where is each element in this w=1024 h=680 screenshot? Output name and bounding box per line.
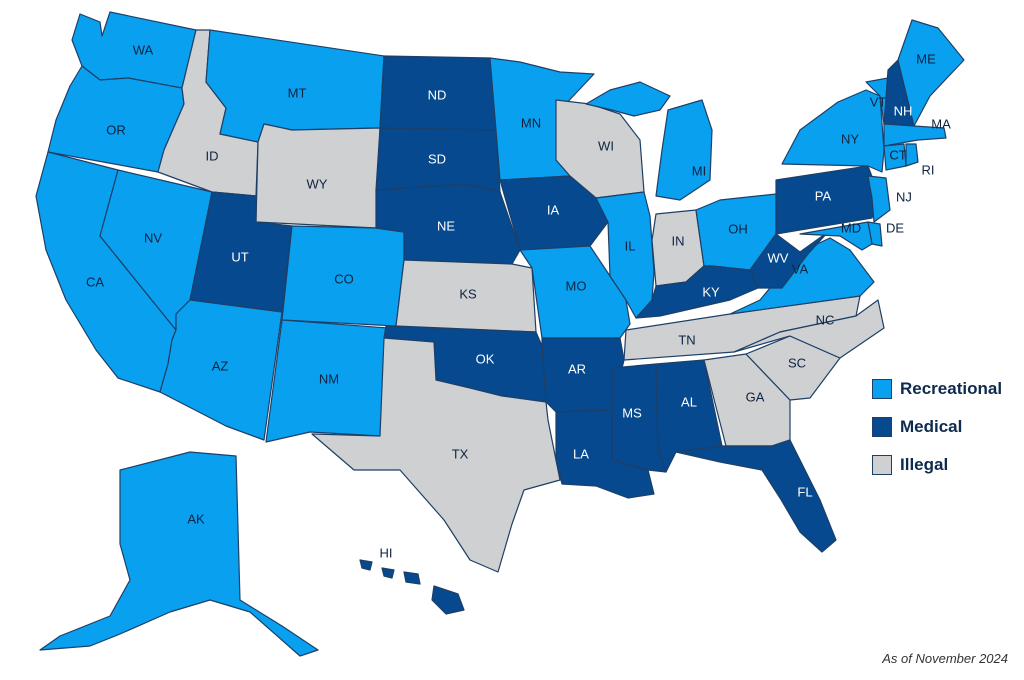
state-label-al: AL xyxy=(681,394,697,409)
state-ri xyxy=(905,143,919,167)
legend: Recreational Medical Illegal xyxy=(872,376,1002,490)
legend-item-recreational: Recreational xyxy=(872,376,1002,402)
state-md xyxy=(799,221,873,251)
state-label-tx: TX xyxy=(452,446,469,461)
legend-label-illegal: Illegal xyxy=(900,455,949,474)
state-label-ms: MS xyxy=(622,405,642,420)
state-label-in: IN xyxy=(672,233,685,248)
state-label-ar: AR xyxy=(568,361,586,376)
state-label-vt: VT xyxy=(870,94,887,109)
state-label-ca: CA xyxy=(86,274,104,289)
state-label-mo: MO xyxy=(566,278,587,293)
state-label-wy: WY xyxy=(307,176,328,191)
legend-swatch-illegal xyxy=(872,455,892,475)
state-label-nv: NV xyxy=(144,230,162,245)
state-label-mn: MN xyxy=(521,115,541,130)
state-label-ky: KY xyxy=(702,284,720,299)
state-label-wi: WI xyxy=(598,138,614,153)
state-label-az: AZ xyxy=(212,358,229,373)
state-label-sc: SC xyxy=(788,355,806,370)
state-label-ne: NE xyxy=(437,218,455,233)
state-label-ri: RI xyxy=(922,162,935,177)
state-label-me: ME xyxy=(916,51,936,66)
state-label-wv: WV xyxy=(768,250,789,265)
state-label-hi: HI xyxy=(380,545,393,560)
state-label-nd: ND xyxy=(428,87,447,102)
legend-swatch-recreational xyxy=(872,379,892,399)
state-label-ok: OK xyxy=(476,351,495,366)
state-label-ut: UT xyxy=(231,249,248,264)
state-label-or: OR xyxy=(106,122,126,137)
state-hi-part xyxy=(381,567,395,579)
state-va xyxy=(729,237,875,315)
state-label-ks: KS xyxy=(459,286,477,301)
state-label-ak: AK xyxy=(187,511,205,526)
state-label-nc: NC xyxy=(816,312,835,327)
legend-label-medical: Medical xyxy=(900,417,963,436)
state-ny xyxy=(781,89,885,173)
state-label-nm: NM xyxy=(319,371,339,386)
state-label-mt: MT xyxy=(288,85,307,100)
state-nc xyxy=(733,299,885,359)
state-label-oh: OH xyxy=(728,221,748,236)
state-ak xyxy=(39,451,319,657)
state-nm xyxy=(265,319,389,443)
state-label-tn: TN xyxy=(678,332,695,347)
state-label-ga: GA xyxy=(746,389,765,404)
state-label-va: VA xyxy=(792,261,809,276)
state-label-nh: NH xyxy=(894,103,913,118)
state-label-fl: FL xyxy=(797,484,812,499)
state-hi-part xyxy=(403,571,421,585)
state-label-nj: NJ xyxy=(896,189,912,204)
state-label-md: MD xyxy=(841,220,861,235)
state-mi-part xyxy=(585,81,671,117)
state-label-wa: WA xyxy=(133,42,154,57)
state-label-pa: PA xyxy=(815,188,832,203)
state-sc xyxy=(745,335,841,401)
state-label-ct: CT xyxy=(889,147,906,162)
state-ks xyxy=(395,259,537,333)
state-label-mi: MI xyxy=(692,163,706,178)
state-label-la: LA xyxy=(573,446,589,461)
state-label-sd: SD xyxy=(428,151,446,166)
states-layer xyxy=(35,11,965,657)
state-mi xyxy=(655,99,713,201)
legend-item-medical: Medical xyxy=(872,414,1002,440)
state-label-co: CO xyxy=(334,271,354,286)
state-label-il: IL xyxy=(625,238,636,253)
state-hi xyxy=(431,585,465,615)
state-label-ia: IA xyxy=(547,202,560,217)
state-fl xyxy=(675,439,837,553)
legend-swatch-medical xyxy=(872,417,892,437)
legend-item-illegal: Illegal xyxy=(872,452,1002,478)
state-label-de: DE xyxy=(886,220,904,235)
state-nj xyxy=(867,175,891,223)
state-hi-part xyxy=(359,559,373,571)
as-of-date-note: As of November 2024 xyxy=(882,651,1008,666)
state-label-ma: MA xyxy=(931,116,951,131)
state-label-id: ID xyxy=(206,148,219,163)
legend-label-recreational: Recreational xyxy=(900,379,1003,398)
state-ky xyxy=(635,265,759,319)
state-label-ny: NY xyxy=(841,131,859,146)
state-tx xyxy=(311,337,561,573)
state-wv xyxy=(749,231,829,289)
state-mo xyxy=(519,245,631,339)
state-az xyxy=(159,299,283,441)
labels-layer: WA OR CA NV ID MT WY UT AZ CO NM ND SD NE KS OK TX MN IA MO… xyxy=(86,42,951,560)
